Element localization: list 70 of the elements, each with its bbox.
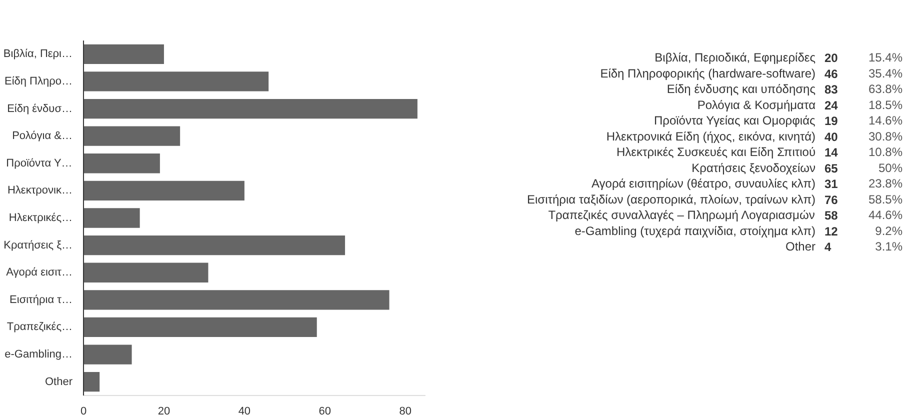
- text: 9.2%: [875, 224, 903, 238]
- bar: [84, 372, 100, 392]
- bar: [84, 317, 317, 338]
- bar: [84, 126, 180, 146]
- y-tick-label: Προϊόντα Υ…: [6, 157, 72, 170]
- y-tick-label: Είδη ένδυσ…: [7, 102, 73, 115]
- text: 14.6%: [868, 114, 903, 128]
- text: 3.1%: [875, 240, 903, 254]
- bar: [84, 180, 244, 201]
- y-tick-label: Τραπεζικές…: [6, 321, 73, 334]
- bar: [84, 344, 132, 364]
- text: 10.8%: [868, 145, 903, 160]
- category-label: Ηλεκτρικές Συσκευές και Είδη Σπιτιού: [616, 145, 816, 160]
- data-label: 83: [824, 82, 838, 97]
- bar: [84, 262, 208, 282]
- x-tick-label: 80: [399, 406, 412, 417]
- bar: [84, 208, 140, 228]
- text: 50%: [878, 160, 903, 175]
- category-label: Προϊόντα Υγείας και Ομορφιάς: [654, 114, 816, 128]
- text: 30.8%: [868, 129, 903, 144]
- y-tick-label: Ηλεκτρονικ…: [7, 184, 73, 197]
- bar: [84, 98, 418, 119]
- y-tick-label: Ρολόγια &…: [12, 130, 73, 142]
- text: 58.5%: [868, 192, 903, 206]
- x-tick-label: 60: [318, 406, 332, 417]
- y-tick-label: Ηλεκτρικές…: [8, 212, 73, 224]
- data-label: 65: [824, 161, 838, 176]
- category-label: Τραπεζικές συναλλαγές – Πληρωμή Λογαριασμών: [548, 208, 815, 222]
- data-label: 40: [824, 130, 838, 144]
- category-label: Ρολόγια & Κοσμήματα: [697, 98, 816, 112]
- y-tick-label: Βιβλία, Περι…: [3, 48, 73, 60]
- y-tick-label: e-Gambling…: [4, 348, 72, 361]
- data-label: 24: [824, 98, 838, 112]
- bar: [84, 154, 160, 174]
- text: 35.4%: [868, 66, 903, 80]
- category-label: Είδη Πληροφορικής (hardware-software): [600, 66, 816, 80]
- category-label: Other: [785, 240, 816, 254]
- category-label: Είδη ένδυσης και υπόδησης: [666, 82, 816, 96]
- data-label: 46: [824, 66, 838, 81]
- category-label: Αγορά εισιτηρίων (θέατρο, συναυλίες κλπ): [592, 176, 816, 191]
- data-label: 12: [824, 224, 838, 238]
- x-tick-label: 0: [80, 406, 87, 417]
- y-tick-label: Είδη Πληρο…: [4, 75, 72, 88]
- text: 23.8%: [868, 176, 903, 191]
- y-tick-label: Κρατήσεις ξ…: [4, 239, 73, 252]
- y-tick-label: Εισιτήρια τ…: [10, 294, 73, 306]
- category-label: Εισιτήρια ταξιδίων (αεροπορικά, πλοίων, τραίνων κλπ): [527, 192, 816, 206]
- y-tick-label: Αγορά εισιτ…: [6, 266, 73, 279]
- text: 18.5%: [868, 98, 903, 112]
- data-label: 58: [824, 208, 838, 223]
- data-label: 31: [824, 177, 838, 192]
- bar: [84, 235, 346, 256]
- data-label: 14: [824, 146, 838, 160]
- bar: [84, 44, 164, 64]
- x-tick-label: 20: [158, 406, 170, 417]
- data-label: 76: [824, 192, 838, 207]
- text: 44.6%: [868, 208, 903, 222]
- data-label: 20: [824, 51, 838, 66]
- data-label: 19: [824, 114, 838, 128]
- x-tick-label: 40: [238, 406, 251, 417]
- category-label: Ηλεκτρονικά Είδη (ήχος, εικόνα, κινητά): [606, 129, 816, 144]
- text: 15.4%: [868, 50, 903, 65]
- bar: [84, 72, 269, 92]
- category-label: e-Gambling (τυχερά παιχνίδια, στοίχημα κλπ): [574, 224, 816, 238]
- category-label: Κρατήσεις ξενοδοχείων: [692, 160, 816, 175]
- y-tick-label: Other: [44, 376, 73, 388]
- bar: [84, 290, 390, 310]
- text: 63.8%: [868, 82, 903, 96]
- category-label: Βιβλία, Περιοδικά, Εφημερίδες: [654, 50, 816, 65]
- data-label: 4: [824, 240, 832, 254]
